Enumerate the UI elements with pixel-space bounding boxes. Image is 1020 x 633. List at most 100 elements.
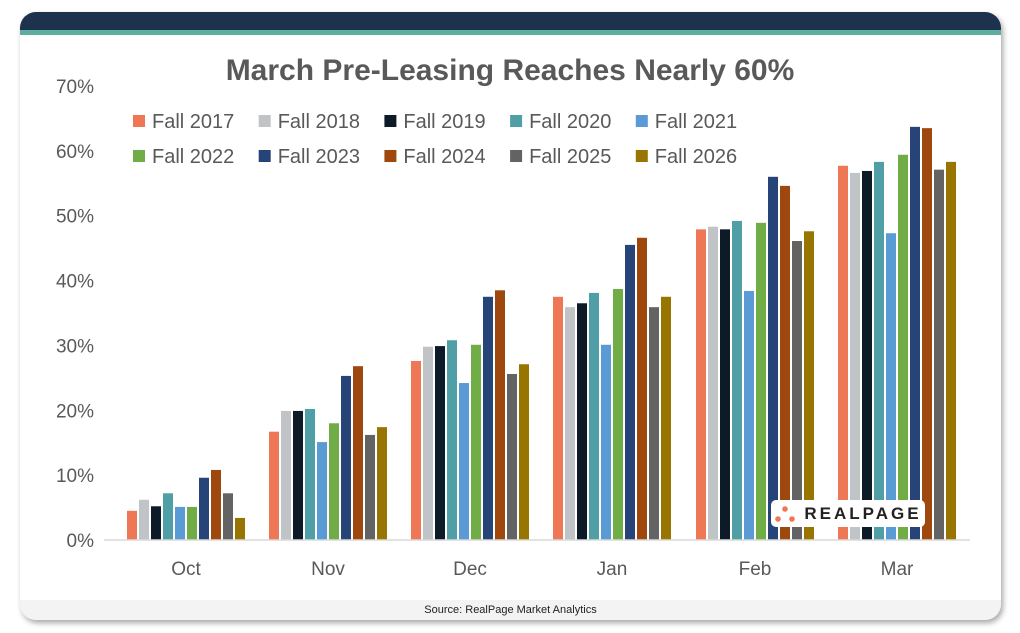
legend-label: Fall 2020 (529, 111, 611, 133)
legend-swatch (510, 150, 523, 162)
bar-mar-fall-2019 (862, 170, 872, 540)
bar-mar-fall-2022 (898, 154, 908, 540)
legend-label: Fall 2024 (403, 146, 485, 168)
x-tick-label: Mar (881, 559, 914, 580)
bar-mar-fall-2026 (946, 161, 956, 540)
bar-dec-fall-2017 (411, 360, 421, 540)
legend-label: Fall 2019 (403, 111, 485, 133)
legend-label: Fall 2026 (655, 146, 737, 168)
legend-label: Fall 2022 (152, 146, 234, 168)
bar-feb-fall-2022 (756, 222, 766, 540)
bar-jan-fall-2021 (601, 344, 611, 540)
legend-label: Fall 2021 (655, 111, 737, 133)
legend-swatch (133, 150, 145, 162)
y-tick-label: 50% (56, 207, 94, 228)
bar-nov-fall-2021 (317, 442, 327, 540)
legend-swatch (258, 115, 271, 127)
legend-swatch (133, 115, 145, 127)
legend-swatch (510, 115, 523, 127)
bar-oct-fall-2018 (139, 499, 149, 540)
legend-item: Fall 2017 (133, 111, 234, 133)
bar-nov-fall-2023 (341, 375, 351, 540)
bar-dec-fall-2021 (459, 383, 469, 540)
bar-dec-fall-2026 (519, 364, 529, 540)
y-tick-label: 70% (56, 77, 94, 98)
y-tick-label: 60% (56, 142, 94, 163)
y-tick-label: 0% (67, 531, 95, 552)
legend-swatch (635, 115, 648, 127)
bar-jan-fall-2023 (625, 244, 635, 540)
bar-oct-fall-2019 (151, 506, 161, 540)
legend-item: Fall 2019 (384, 111, 486, 133)
bar-nov-fall-2018 (281, 410, 291, 540)
logo-dots-icon (775, 505, 796, 522)
x-tick-label: Jan (597, 559, 628, 580)
legend-label: Fall 2017 (152, 111, 234, 133)
bar-mar-fall-2024 (922, 128, 932, 540)
x-tick-label: Oct (171, 559, 201, 580)
bar-dec-fall-2023 (483, 296, 493, 540)
bar-feb-fall-2018 (708, 226, 718, 541)
legend-swatch (384, 150, 397, 162)
bar-mar-fall-2023 (910, 126, 920, 541)
bar-nov-fall-2026 (377, 427, 387, 540)
realpage-logo: REALPAGE (771, 500, 925, 527)
bar-nov-fall-2025 (365, 434, 375, 540)
bar-feb-fall-2021 (744, 290, 754, 540)
bar-nov-fall-2020 (305, 408, 315, 540)
bar-jan-fall-2024 (637, 237, 647, 540)
y-tick-label: 40% (56, 272, 94, 293)
bar-feb-fall-2017 (696, 229, 706, 540)
accent-strip (20, 30, 1001, 35)
bar-oct-fall-2020 (163, 493, 173, 540)
bar-jan-fall-2025 (649, 307, 659, 540)
logo-text: REALPAGE (804, 503, 922, 523)
bar-mar-fall-2021 (886, 233, 896, 540)
bar-mar-fall-2025 (934, 169, 944, 540)
legend-item: Fall 2023 (258, 146, 360, 168)
bar-oct-fall-2025 (223, 493, 233, 540)
bar-jan-fall-2022 (613, 289, 623, 540)
legend-item: Fall 2024 (384, 146, 486, 168)
bar-oct-fall-2023 (199, 477, 209, 540)
y-tick-label: 10% (56, 466, 94, 487)
bar-dec-fall-2020 (447, 340, 457, 540)
bar-oct-fall-2021 (175, 506, 185, 540)
bar-feb-fall-2025 (792, 241, 802, 540)
legend-swatch (635, 150, 648, 162)
bar-oct-fall-2026 (235, 517, 245, 540)
bar-dec-fall-2025 (507, 373, 517, 540)
bar-dec-fall-2019 (435, 346, 445, 540)
bar-feb-fall-2026 (804, 231, 814, 540)
bar-nov-fall-2022 (329, 423, 339, 540)
bar-oct-fall-2024 (211, 469, 221, 540)
bar-dec-fall-2018 (423, 346, 433, 540)
legend-label: Fall 2018 (278, 111, 360, 133)
bar-oct-fall-2022 (187, 506, 197, 540)
y-tick-label: 30% (56, 336, 94, 357)
bar-jan-fall-2026 (661, 296, 671, 540)
legend-item: Fall 2021 (635, 111, 737, 133)
bar-jan-fall-2017 (553, 296, 563, 540)
bar-jan-fall-2018 (565, 307, 575, 540)
bar-mar-fall-2018 (850, 172, 860, 540)
legend-swatch (258, 150, 271, 162)
bar-feb-fall-2020 (732, 220, 742, 540)
legend-item: Fall 2020 (510, 111, 611, 133)
chart-title: March Pre-Leasing Reaches Nearly 60% (226, 54, 795, 87)
legend-item: Fall 2025 (510, 146, 611, 168)
x-tick-label: Nov (311, 559, 345, 580)
legend-item: Fall 2026 (635, 146, 737, 168)
header-bar (20, 12, 1001, 30)
source-note: Source: RealPage Market Analytics (20, 600, 1001, 620)
legend-label: Fall 2025 (529, 146, 611, 168)
bar-mar-fall-2017 (838, 165, 848, 540)
legend-item: Fall 2022 (133, 146, 234, 168)
legend-label: Fall 2023 (278, 146, 360, 168)
bar-dec-fall-2022 (471, 344, 481, 540)
bar-feb-fall-2023 (768, 176, 778, 541)
bar-dec-fall-2024 (495, 290, 505, 540)
bar-mar-fall-2020 (874, 161, 884, 540)
x-tick-label: Dec (453, 559, 487, 580)
